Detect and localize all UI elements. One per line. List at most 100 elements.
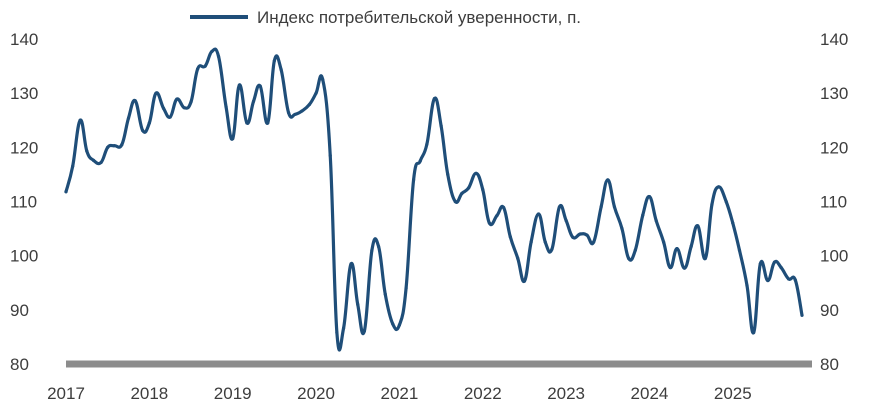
data-point xyxy=(335,330,339,335)
data-point xyxy=(106,145,110,149)
data-point xyxy=(216,54,221,58)
data-point xyxy=(64,190,68,194)
data-point xyxy=(341,326,346,330)
data-point xyxy=(724,199,728,204)
y-tick-label-right: 120 xyxy=(820,138,848,157)
x-tick-label: 2018 xyxy=(130,384,168,403)
data-point xyxy=(578,232,582,236)
data-point xyxy=(141,128,145,133)
data-point xyxy=(78,118,82,122)
data-point xyxy=(654,218,658,223)
data-point xyxy=(99,160,103,165)
y-axis-left: 80 90 100 110 120 130 140 xyxy=(10,30,38,374)
data-point xyxy=(300,109,304,113)
data-point xyxy=(112,144,116,148)
data-point xyxy=(391,322,395,326)
data-point xyxy=(425,142,429,146)
y-tick-label-left: 140 xyxy=(10,30,38,49)
data-point xyxy=(745,283,749,288)
data-point xyxy=(641,213,645,217)
y-axis-right: 80 90 100 110 120 130 140 xyxy=(820,30,848,374)
y-tick-label-right: 100 xyxy=(820,247,848,266)
data-point xyxy=(481,187,485,192)
x-axis: 2017 2018 2019 2020 2021 2022 2023 2024 2025 xyxy=(47,384,752,403)
data-point xyxy=(439,124,443,128)
data-point xyxy=(91,158,96,162)
data-point xyxy=(279,67,283,71)
data-point xyxy=(71,164,75,168)
data-point xyxy=(731,221,735,225)
data-point xyxy=(710,202,714,206)
data-point xyxy=(251,99,256,103)
data-point xyxy=(717,185,721,189)
data-point xyxy=(787,277,791,281)
data-point xyxy=(175,97,179,101)
data-point xyxy=(466,186,471,190)
x-tick-label: 2021 xyxy=(380,384,418,403)
x-tick-label: 2019 xyxy=(214,384,252,403)
data-point xyxy=(772,260,777,264)
data-point xyxy=(133,99,137,103)
data-point xyxy=(446,172,450,177)
data-point xyxy=(474,171,478,175)
data-point xyxy=(599,205,603,209)
x-tick-label: 2020 xyxy=(297,384,335,403)
data-point xyxy=(703,256,707,260)
data-point xyxy=(592,240,596,244)
y-tick-label-left: 110 xyxy=(10,193,37,212)
data-point xyxy=(362,329,366,333)
data-point xyxy=(266,121,270,125)
data-point xyxy=(237,83,241,87)
data-point xyxy=(258,84,262,88)
data-point xyxy=(557,205,562,209)
data-point xyxy=(432,96,437,101)
data-point xyxy=(522,279,527,283)
data-point xyxy=(647,195,652,199)
data-point xyxy=(321,78,325,82)
data-point xyxy=(508,235,512,239)
data-point xyxy=(585,233,589,237)
data-point xyxy=(571,235,575,239)
data-point xyxy=(516,256,520,260)
data-point xyxy=(161,106,166,110)
data-point xyxy=(356,302,360,307)
series-points xyxy=(64,49,804,335)
data-point xyxy=(286,111,291,115)
data-point xyxy=(126,116,131,120)
data-point xyxy=(314,91,318,95)
data-point xyxy=(800,313,804,317)
data-point xyxy=(404,286,408,290)
x-tick-label: 2024 xyxy=(631,384,669,403)
data-point xyxy=(537,212,541,216)
data-point xyxy=(633,248,637,252)
data-point xyxy=(543,240,547,244)
data-point xyxy=(349,262,353,266)
y-tick-label-right: 90 xyxy=(820,301,839,320)
data-point xyxy=(460,191,464,195)
data-point xyxy=(293,112,297,116)
x-tick-label: 2017 xyxy=(47,384,85,403)
data-point xyxy=(612,205,617,209)
data-point xyxy=(502,205,506,210)
x-tick-label: 2025 xyxy=(714,384,752,403)
data-point xyxy=(376,244,381,249)
y-tick-label-left: 130 xyxy=(10,84,38,103)
y-tick-label-left: 80 xyxy=(10,355,29,374)
data-point xyxy=(487,221,492,225)
data-point xyxy=(383,292,387,296)
data-point xyxy=(675,247,679,251)
y-tick-label-right: 80 xyxy=(820,355,839,374)
data-point xyxy=(627,256,631,260)
data-point xyxy=(620,226,624,231)
y-tick-label-right: 110 xyxy=(820,193,847,212)
legend: Индекс потребительской уверенности, п. xyxy=(190,8,581,27)
data-point xyxy=(662,240,666,244)
data-point xyxy=(689,244,693,249)
y-tick-label-right: 130 xyxy=(820,84,848,103)
data-point xyxy=(668,265,672,270)
data-point xyxy=(189,100,193,104)
data-point xyxy=(793,278,797,282)
y-tick-label-right: 140 xyxy=(820,30,848,49)
data-point xyxy=(453,199,457,204)
